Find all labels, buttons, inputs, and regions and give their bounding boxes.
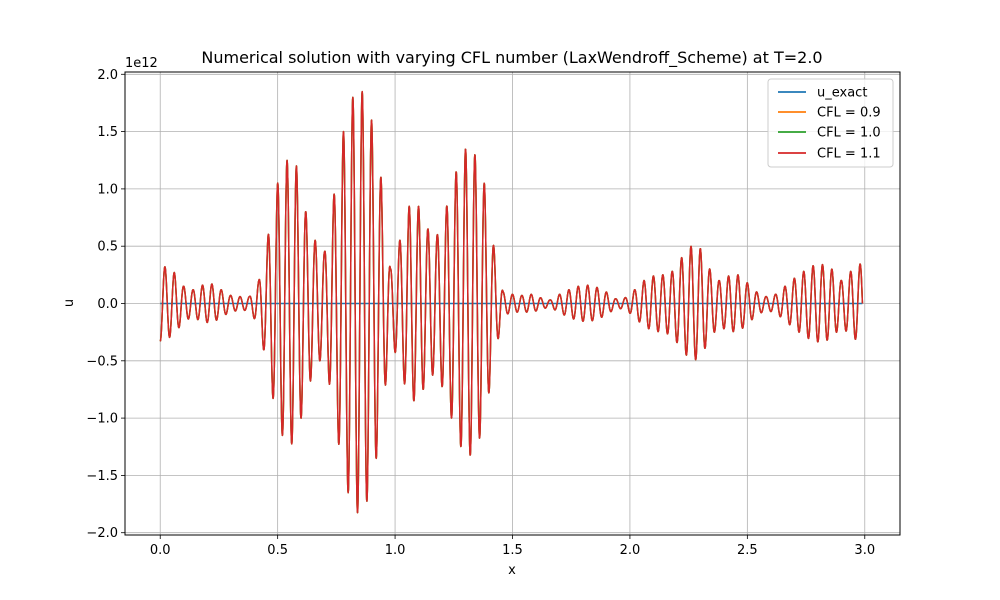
grid-lines (125, 72, 900, 535)
chart-title: Numerical solution with varying CFL numb… (201, 48, 822, 68)
y-tick-label: 2.0 (97, 68, 118, 83)
y-axis-offset-label: 1e12 (125, 56, 158, 71)
legend-label-cfl-1-0: CFL = 1.0 (817, 126, 881, 141)
legend-label-cfl-0-9: CFL = 0.9 (817, 106, 881, 121)
series-line-cfl-1-1 (159, 90, 864, 514)
x-tick-label: 1.0 (385, 543, 406, 558)
y-axis-label: u (62, 299, 77, 307)
x-tick-label: 2.0 (620, 543, 641, 558)
x-tick-label: 0.0 (150, 543, 171, 558)
y-tick-label: 1.0 (97, 182, 118, 197)
x-axis-label: x (508, 563, 516, 578)
x-axis-ticks: 0.0 0.5 1.0 1.5 2.0 2.5 3.0 (150, 535, 875, 558)
legend-label-cfl-1-1: CFL = 1.1 (817, 147, 881, 162)
x-tick-label: 3.0 (854, 543, 875, 558)
y-tick-label: 0.5 (97, 240, 118, 255)
x-tick-label: 1.5 (502, 543, 523, 558)
y-tick-label: −1.5 (86, 469, 118, 484)
x-tick-label: 2.5 (737, 543, 758, 558)
x-tick-label: 0.5 (267, 543, 288, 558)
y-tick-label: −0.5 (86, 354, 118, 369)
legend: u_exact CFL = 0.9 CFL = 1.0 CFL = 1.1 (767, 78, 894, 168)
y-tick-label: −1.0 (86, 412, 118, 427)
y-tick-label: 0.0 (97, 297, 118, 312)
legend-box (767, 78, 894, 168)
series-lines (159, 90, 864, 514)
legend-label-u-exact: u_exact (817, 86, 867, 101)
y-tick-label: −2.0 (86, 526, 118, 541)
y-tick-label: 1.5 (97, 125, 118, 140)
y-axis-ticks: −2.0 −1.5 −1.0 −0.5 0.0 0.5 1.0 1.5 2.0 (86, 68, 125, 541)
